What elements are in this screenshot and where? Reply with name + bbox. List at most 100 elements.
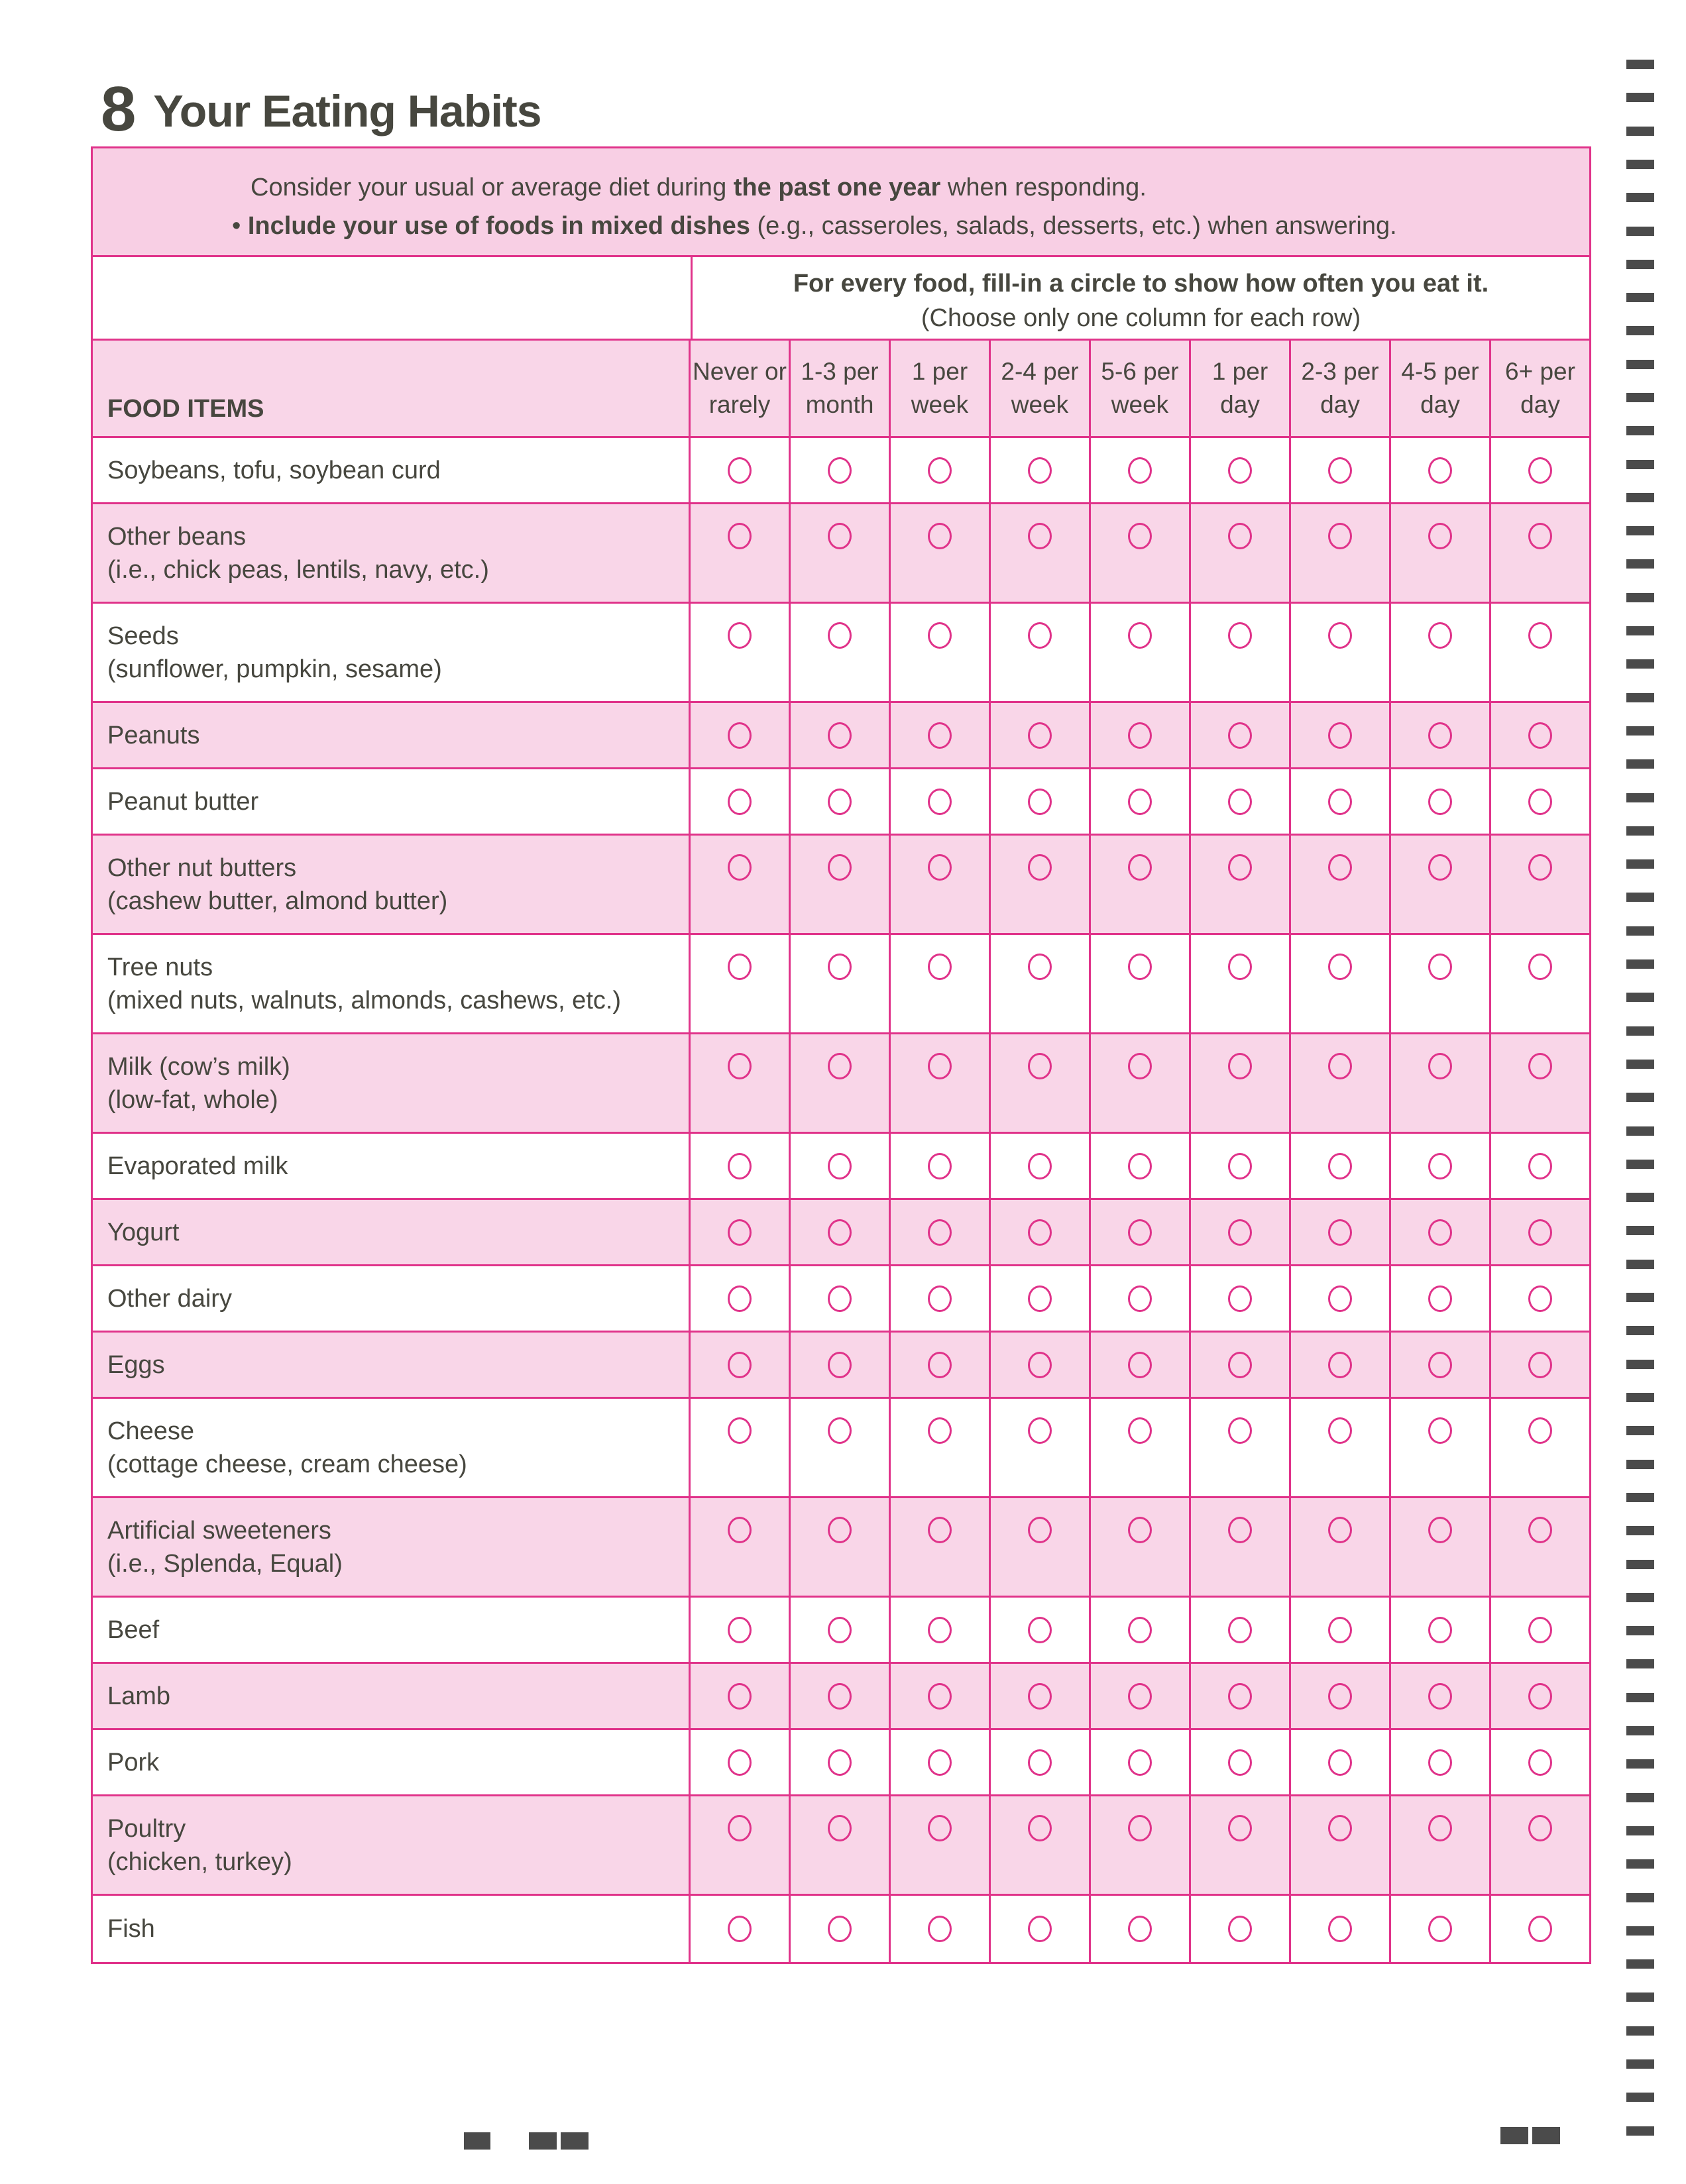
answer-bubble[interactable] bbox=[1428, 1417, 1452, 1444]
answer-bubble[interactable] bbox=[1028, 1815, 1052, 1841]
answer-bubble[interactable] bbox=[1328, 1616, 1352, 1643]
answer-bubble[interactable] bbox=[1128, 788, 1152, 815]
answer-bubble[interactable] bbox=[928, 1219, 952, 1246]
answer-bubble[interactable] bbox=[1028, 1152, 1052, 1179]
answer-bubble[interactable] bbox=[1128, 457, 1152, 484]
answer-bubble[interactable] bbox=[728, 622, 752, 649]
answer-bubble[interactable] bbox=[828, 622, 852, 649]
answer-bubble[interactable] bbox=[1028, 1219, 1052, 1246]
answer-bubble[interactable] bbox=[1528, 1417, 1552, 1444]
answer-bubble[interactable] bbox=[728, 1682, 752, 1710]
answer-bubble[interactable] bbox=[928, 622, 952, 649]
answer-bubble[interactable] bbox=[728, 1417, 752, 1444]
answer-bubble[interactable] bbox=[1328, 523, 1352, 549]
answer-bubble[interactable] bbox=[1028, 722, 1052, 749]
answer-bubble[interactable] bbox=[928, 1749, 952, 1776]
answer-bubble[interactable] bbox=[1128, 1351, 1152, 1378]
answer-bubble[interactable] bbox=[828, 523, 852, 549]
answer-bubble[interactable] bbox=[1528, 1219, 1552, 1246]
answer-bubble[interactable] bbox=[1228, 523, 1252, 549]
answer-bubble[interactable] bbox=[928, 1351, 952, 1378]
answer-bubble[interactable] bbox=[1128, 1616, 1152, 1643]
answer-bubble[interactable] bbox=[1228, 1219, 1252, 1246]
answer-bubble[interactable] bbox=[1428, 1916, 1452, 1942]
answer-bubble[interactable] bbox=[1028, 954, 1052, 980]
answer-bubble[interactable] bbox=[828, 1517, 852, 1543]
answer-bubble[interactable] bbox=[928, 1815, 952, 1841]
answer-bubble[interactable] bbox=[1128, 622, 1152, 649]
answer-bubble[interactable] bbox=[1328, 1682, 1352, 1710]
answer-bubble[interactable] bbox=[928, 954, 952, 980]
answer-bubble[interactable] bbox=[828, 1815, 852, 1841]
answer-bubble[interactable] bbox=[1028, 1749, 1052, 1776]
answer-bubble[interactable] bbox=[1228, 1749, 1252, 1776]
answer-bubble[interactable] bbox=[1428, 457, 1452, 484]
answer-bubble[interactable] bbox=[1228, 1682, 1252, 1710]
answer-bubble[interactable] bbox=[828, 788, 852, 815]
answer-bubble[interactable] bbox=[1328, 1053, 1352, 1079]
answer-bubble[interactable] bbox=[1328, 722, 1352, 749]
answer-bubble[interactable] bbox=[828, 1417, 852, 1444]
answer-bubble[interactable] bbox=[828, 1219, 852, 1246]
answer-bubble[interactable] bbox=[1228, 457, 1252, 484]
answer-bubble[interactable] bbox=[928, 1417, 952, 1444]
answer-bubble[interactable] bbox=[1528, 523, 1552, 549]
answer-bubble[interactable] bbox=[1528, 1616, 1552, 1643]
answer-bubble[interactable] bbox=[728, 523, 752, 549]
answer-bubble[interactable] bbox=[1228, 1616, 1252, 1643]
answer-bubble[interactable] bbox=[1528, 1285, 1552, 1312]
answer-bubble[interactable] bbox=[928, 788, 952, 815]
answer-bubble[interactable] bbox=[1128, 523, 1152, 549]
answer-bubble[interactable] bbox=[1128, 1417, 1152, 1444]
answer-bubble[interactable] bbox=[928, 1616, 952, 1643]
answer-bubble[interactable] bbox=[1528, 722, 1552, 749]
answer-bubble[interactable] bbox=[1228, 854, 1252, 881]
answer-bubble[interactable] bbox=[1328, 854, 1352, 881]
answer-bubble[interactable] bbox=[728, 1351, 752, 1378]
answer-bubble[interactable] bbox=[1428, 1053, 1452, 1079]
answer-bubble[interactable] bbox=[1028, 788, 1052, 815]
answer-bubble[interactable] bbox=[728, 1053, 752, 1079]
answer-bubble[interactable] bbox=[928, 523, 952, 549]
answer-bubble[interactable] bbox=[1028, 1053, 1052, 1079]
answer-bubble[interactable] bbox=[1128, 1152, 1152, 1179]
answer-bubble[interactable] bbox=[828, 1285, 852, 1312]
answer-bubble[interactable] bbox=[728, 1285, 752, 1312]
answer-bubble[interactable] bbox=[1428, 1749, 1452, 1776]
answer-bubble[interactable] bbox=[928, 1916, 952, 1942]
answer-bubble[interactable] bbox=[1328, 1285, 1352, 1312]
answer-bubble[interactable] bbox=[728, 1219, 752, 1246]
answer-bubble[interactable] bbox=[1528, 1682, 1552, 1710]
answer-bubble[interactable] bbox=[1128, 854, 1152, 881]
answer-bubble[interactable] bbox=[1328, 1351, 1352, 1378]
answer-bubble[interactable] bbox=[1428, 788, 1452, 815]
answer-bubble[interactable] bbox=[1028, 622, 1052, 649]
answer-bubble[interactable] bbox=[1128, 954, 1152, 980]
answer-bubble[interactable] bbox=[1328, 1916, 1352, 1942]
answer-bubble[interactable] bbox=[828, 1682, 852, 1710]
answer-bubble[interactable] bbox=[1528, 854, 1552, 881]
answer-bubble[interactable] bbox=[828, 457, 852, 484]
answer-bubble[interactable] bbox=[1528, 788, 1552, 815]
answer-bubble[interactable] bbox=[1028, 1351, 1052, 1378]
answer-bubble[interactable] bbox=[1528, 1152, 1552, 1179]
answer-bubble[interactable] bbox=[1328, 1417, 1352, 1444]
answer-bubble[interactable] bbox=[1128, 722, 1152, 749]
answer-bubble[interactable] bbox=[1328, 457, 1352, 484]
answer-bubble[interactable] bbox=[1228, 954, 1252, 980]
answer-bubble[interactable] bbox=[828, 1749, 852, 1776]
answer-bubble[interactable] bbox=[1028, 1417, 1052, 1444]
answer-bubble[interactable] bbox=[1128, 1815, 1152, 1841]
answer-bubble[interactable] bbox=[728, 1517, 752, 1543]
answer-bubble[interactable] bbox=[1528, 1815, 1552, 1841]
answer-bubble[interactable] bbox=[1228, 622, 1252, 649]
answer-bubble[interactable] bbox=[1028, 1916, 1052, 1942]
answer-bubble[interactable] bbox=[1428, 1616, 1452, 1643]
answer-bubble[interactable] bbox=[1328, 1815, 1352, 1841]
answer-bubble[interactable] bbox=[928, 1053, 952, 1079]
answer-bubble[interactable] bbox=[1428, 1815, 1452, 1841]
answer-bubble[interactable] bbox=[1528, 1517, 1552, 1543]
answer-bubble[interactable] bbox=[828, 1152, 852, 1179]
answer-bubble[interactable] bbox=[1028, 854, 1052, 881]
answer-bubble[interactable] bbox=[1228, 1517, 1252, 1543]
